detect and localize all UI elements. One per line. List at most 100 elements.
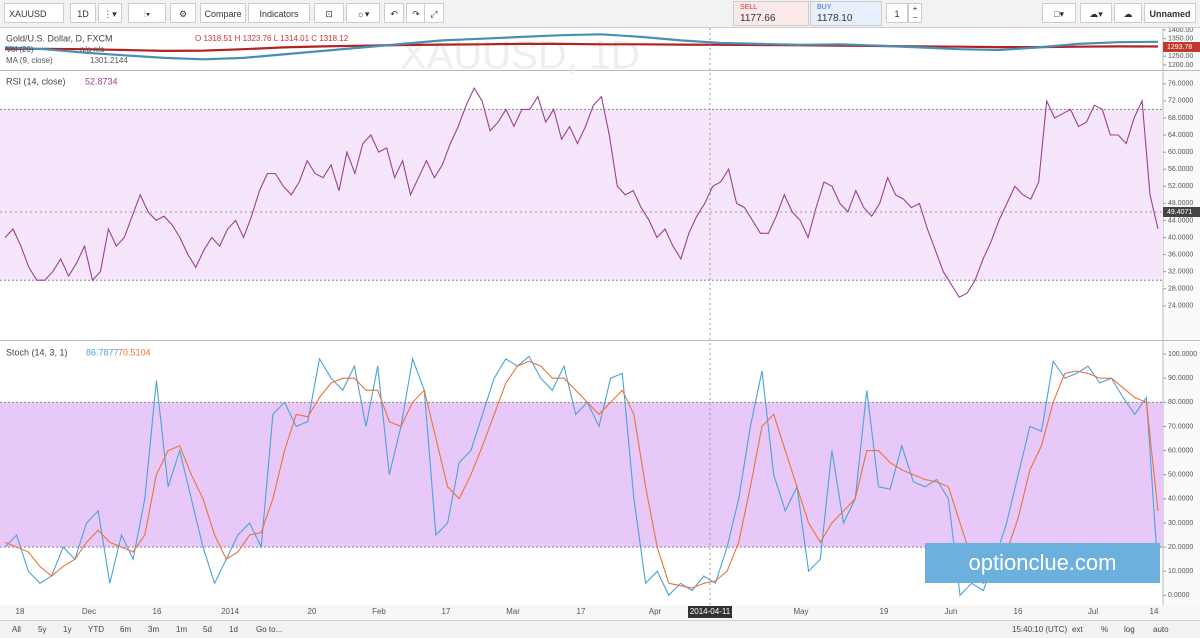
y-tick-label: 64.0000 <box>1168 132 1193 139</box>
symbol-input[interactable]: XAUUSD <box>4 3 64 23</box>
range-button[interactable]: Go to... <box>256 625 283 634</box>
quantity-stepper[interactable]: + − <box>908 3 922 23</box>
y-tick-label: 36.0000 <box>1168 251 1193 258</box>
range-button[interactable]: 3m <box>148 625 160 634</box>
cursor-tag-label: 49.4071 <box>1167 209 1192 216</box>
y-tick-label: 44.0000 <box>1168 217 1193 224</box>
fullscreen-button[interactable]: ⤢ <box>424 3 444 23</box>
time-label: 19 <box>880 607 889 616</box>
range-button[interactable]: 5y <box>38 625 47 634</box>
axis-option[interactable]: auto <box>1153 625 1169 634</box>
y-tick-label: 40.0000 <box>1168 496 1193 503</box>
time-label: 17 <box>442 607 451 616</box>
quantity-input[interactable]: 1 <box>886 3 908 23</box>
y-tick-label: 100.0000 <box>1168 351 1197 358</box>
time-label: Jul <box>1088 607 1098 616</box>
y-tick-label: 1200.00 <box>1168 62 1193 69</box>
undo-button[interactable]: ↶ <box>384 3 404 23</box>
cloud-button[interactable]: ☁▾ <box>1080 3 1112 23</box>
y-tick-label: 20.0000 <box>1168 544 1193 551</box>
ohlc-values: O 1318.51 H 1323.76 L 1314.01 C 1318.12 <box>195 34 349 43</box>
time-label: Feb <box>372 607 386 616</box>
axis-option[interactable]: log <box>1124 625 1135 634</box>
legend-name: Vol (20) <box>6 45 34 54</box>
interval-button[interactable]: 1D <box>70 3 96 23</box>
level-band <box>0 109 1163 281</box>
y-tick-label: 30.0000 <box>1168 520 1193 527</box>
time-label: Mar <box>506 607 520 616</box>
clock: 15:40:10 (UTC) <box>1012 625 1068 634</box>
compare-button[interactable]: Compare <box>200 3 246 23</box>
axis-option[interactable]: % <box>1101 625 1109 634</box>
y-tick-label: 48.0000 <box>1168 200 1193 207</box>
y-tick-label: 76.0000 <box>1168 81 1193 88</box>
y-tick-label: 1250.00 <box>1168 53 1193 60</box>
pane-title: Stoch (14, 3, 1) <box>6 347 68 357</box>
time-axis-bg <box>0 605 1200 620</box>
y-tick-label: 60.0000 <box>1168 149 1193 156</box>
y-tick-label: 72.0000 <box>1168 98 1193 105</box>
sell-price: 1177.66 <box>740 13 776 24</box>
legend-value: 86.7877 <box>86 347 119 357</box>
time-label: Dec <box>82 607 96 616</box>
buy-price: 1178.10 <box>817 13 853 24</box>
y-tick-label: 40.0000 <box>1168 234 1193 241</box>
price-tag-label: 1293.78 <box>1167 44 1192 51</box>
legend-value: 52.8734 <box>85 76 118 86</box>
watermark-banner: optionclue.com <box>925 543 1160 583</box>
range-button[interactable]: 6m <box>120 625 132 634</box>
legend-name: MA (9, close) <box>6 56 53 65</box>
time-label: 2014 <box>221 607 239 616</box>
legend-value: 1301.2144 <box>90 56 128 65</box>
buy-button[interactable]: BUY 1178.10 <box>810 1 882 26</box>
settings-button[interactable]: ⚙ <box>170 3 196 23</box>
series-line <box>4 33 1159 61</box>
y-tick-label: 1400.00 <box>1168 27 1193 34</box>
chart-style-button[interactable]: ⫶▾ <box>128 3 166 23</box>
pane-title: Gold/U.S. Dollar, D, FXCM <box>6 33 113 43</box>
cursor-tag <box>1163 207 1200 217</box>
time-label: Apr <box>649 607 662 616</box>
time-label: 14 <box>1150 607 1159 616</box>
axis-option[interactable]: ext <box>1072 625 1083 634</box>
pane-title: RSI (14, close) <box>6 76 66 86</box>
sell-button[interactable]: SELL 1177.66 <box>733 1 809 26</box>
y-tick-label: 1350.00 <box>1168 36 1193 43</box>
time-label: May <box>793 607 808 616</box>
range-button[interactable]: 1m <box>176 625 188 634</box>
time-label: 2014-04-11 <box>690 607 731 616</box>
layout-button[interactable]: □▾ <box>1042 3 1076 23</box>
series-line <box>4 86 1159 299</box>
price-tag <box>1163 42 1200 52</box>
series-line <box>4 360 1159 589</box>
redo-button[interactable]: ↷ <box>406 3 426 23</box>
alert-button[interactable]: ⊡ <box>314 3 344 23</box>
indicators-button[interactable]: Indicators <box>248 3 310 23</box>
time-label: 20 <box>308 607 317 616</box>
level-band <box>0 402 1163 548</box>
y-tick-label: 68.0000 <box>1168 115 1193 122</box>
y-tick-label: 10.0000 <box>1168 568 1193 575</box>
bottom-bar: All 5y 1y YTD 6m 3m 1m 5d 1d Go to... 15:40:10 (UT… <box>0 620 1200 638</box>
y-tick-label: 52.0000 <box>1168 183 1193 190</box>
save-button[interactable]: ☁ <box>1114 3 1142 23</box>
y-tick-label: 60.0000 <box>1168 447 1193 454</box>
legend-value: n/a n/a <box>80 45 105 54</box>
range-button[interactable]: 1y <box>63 625 72 634</box>
range-button[interactable]: 1d <box>229 625 238 634</box>
legend-value: 70.5104 <box>118 347 151 357</box>
range-button[interactable]: 5d <box>203 625 212 634</box>
layout-name[interactable]: Unnamed <box>1144 3 1196 23</box>
range-button[interactable]: All <box>12 625 21 634</box>
y-tick-label: 80.0000 <box>1168 399 1193 406</box>
y-tick-label: 24.0000 <box>1168 303 1193 310</box>
y-tick-label: 32.0000 <box>1168 269 1193 276</box>
range-button[interactable]: YTD <box>88 625 104 634</box>
menu-button[interactable]: ⋮▾ <box>98 3 122 23</box>
y-tick-label: 0.0000 <box>1168 592 1190 599</box>
time-label: 18 <box>16 607 25 616</box>
y-tick-label: 28.0000 <box>1168 286 1193 293</box>
idea-button[interactable]: ☼▾ <box>346 3 380 23</box>
